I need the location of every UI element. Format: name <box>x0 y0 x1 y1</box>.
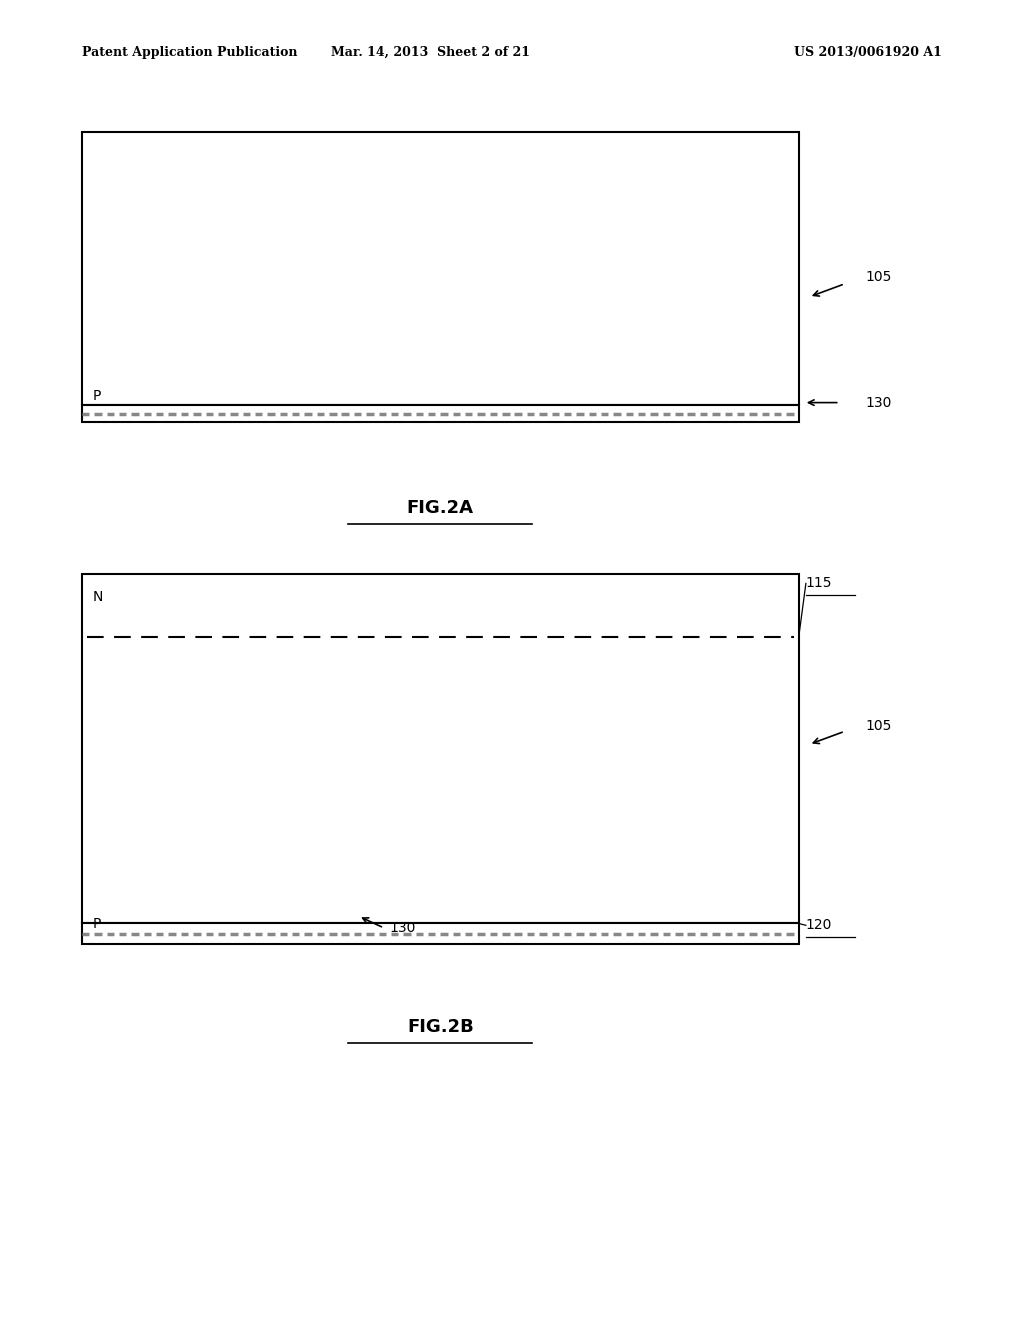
Text: 130: 130 <box>865 396 892 409</box>
Text: FIG.2A: FIG.2A <box>407 499 474 517</box>
Text: P: P <box>92 389 100 403</box>
Bar <box>82 924 799 944</box>
Text: P: P <box>92 917 100 931</box>
Text: 115: 115 <box>806 577 833 590</box>
Text: Patent Application Publication: Patent Application Publication <box>82 46 297 59</box>
Bar <box>82 405 799 422</box>
Text: 105: 105 <box>865 719 892 733</box>
Text: FIG.2B: FIG.2B <box>407 1018 474 1036</box>
Bar <box>82 574 799 924</box>
Text: US 2013/0061920 A1: US 2013/0061920 A1 <box>795 46 942 59</box>
Text: 130: 130 <box>389 921 416 935</box>
Text: 105: 105 <box>865 271 892 284</box>
Bar <box>82 132 799 405</box>
Text: Mar. 14, 2013  Sheet 2 of 21: Mar. 14, 2013 Sheet 2 of 21 <box>331 46 529 59</box>
Text: N: N <box>92 590 102 603</box>
Text: 120: 120 <box>806 919 833 932</box>
